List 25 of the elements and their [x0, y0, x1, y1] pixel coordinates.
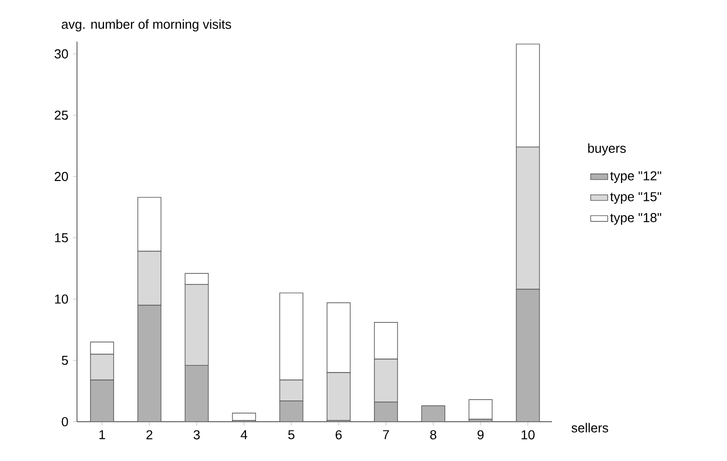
- x-tick-label: 9: [478, 430, 484, 440]
- x-tick-label: 4: [240, 430, 248, 440]
- bar: [468, 399, 493, 420]
- legend-label: type "15": [610, 192, 662, 204]
- y-tick-label: 5: [62, 356, 68, 365]
- legend-title: buyers: [588, 143, 626, 156]
- x-tick-label: 10: [522, 430, 535, 440]
- x-tick-label: 3: [194, 430, 200, 440]
- x-tick-label: 1: [99, 430, 106, 440]
- x-tick-label: 6: [336, 430, 342, 440]
- y-tick-label: 25: [54, 110, 68, 120]
- legend-label: type "18": [610, 213, 662, 225]
- y-tick-label: 20: [54, 172, 68, 182]
- x-tick-label: 5: [288, 430, 294, 440]
- legend-label: type "12": [610, 171, 662, 183]
- y-tick-label: 0: [62, 417, 68, 426]
- bar: [421, 405, 446, 422]
- x-tick-label: 7: [383, 430, 389, 440]
- y-tick-label: 10: [55, 294, 68, 304]
- y-tick-label: 15: [55, 233, 68, 242]
- x-tick-label: 8: [430, 430, 436, 440]
- y-tick-label: 30: [54, 49, 68, 58]
- x-tick-label: 2: [146, 430, 152, 440]
- y-axis-title: avg. number of morning visits: [62, 19, 232, 32]
- x-axis-title: sellers: [572, 422, 608, 432]
